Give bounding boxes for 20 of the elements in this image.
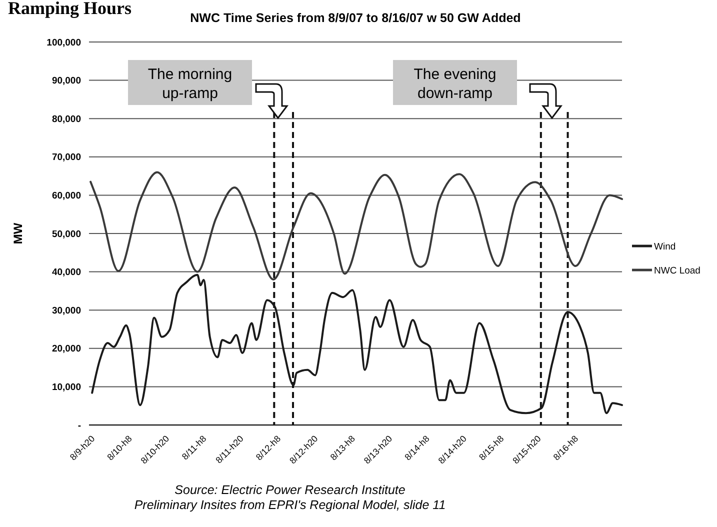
- legend-label: NWC Load: [654, 265, 700, 276]
- y-axis-title: MW: [11, 222, 25, 244]
- y-tick-label: 40,000: [52, 267, 81, 278]
- text: Ramping Hours: [8, 0, 132, 18]
- annotation: The evening down-ramp: [414, 66, 496, 102]
- y-tick-label: 50,000: [52, 228, 81, 240]
- y-tick-label: 70,000: [52, 152, 81, 164]
- y-tick-label: 10,000: [52, 382, 81, 394]
- y-tick-label: 60,000: [52, 190, 81, 202]
- y-tick-label: 30,000: [52, 305, 81, 316]
- y-tick-label: 80,000: [52, 114, 81, 125]
- y-tick-label: 90,000: [52, 76, 81, 87]
- chart-title: NWC Time Series from 8/9/07 to 8/16/07 w 50 GW Added: [190, 11, 521, 25]
- y-tick-label: 20,000: [52, 344, 81, 355]
- source-note: Source: Electric Power Research Institute: [174, 483, 406, 497]
- y-tick-label: -: [78, 420, 81, 432]
- text: Preliminary Insites from EPRI's Regional Model, slide 11: [134, 498, 446, 512]
- legend-label: Wind: [654, 241, 676, 252]
- y-tick-label: 100,000: [46, 37, 81, 48]
- annotation: The morning up-ramp: [148, 66, 232, 102]
